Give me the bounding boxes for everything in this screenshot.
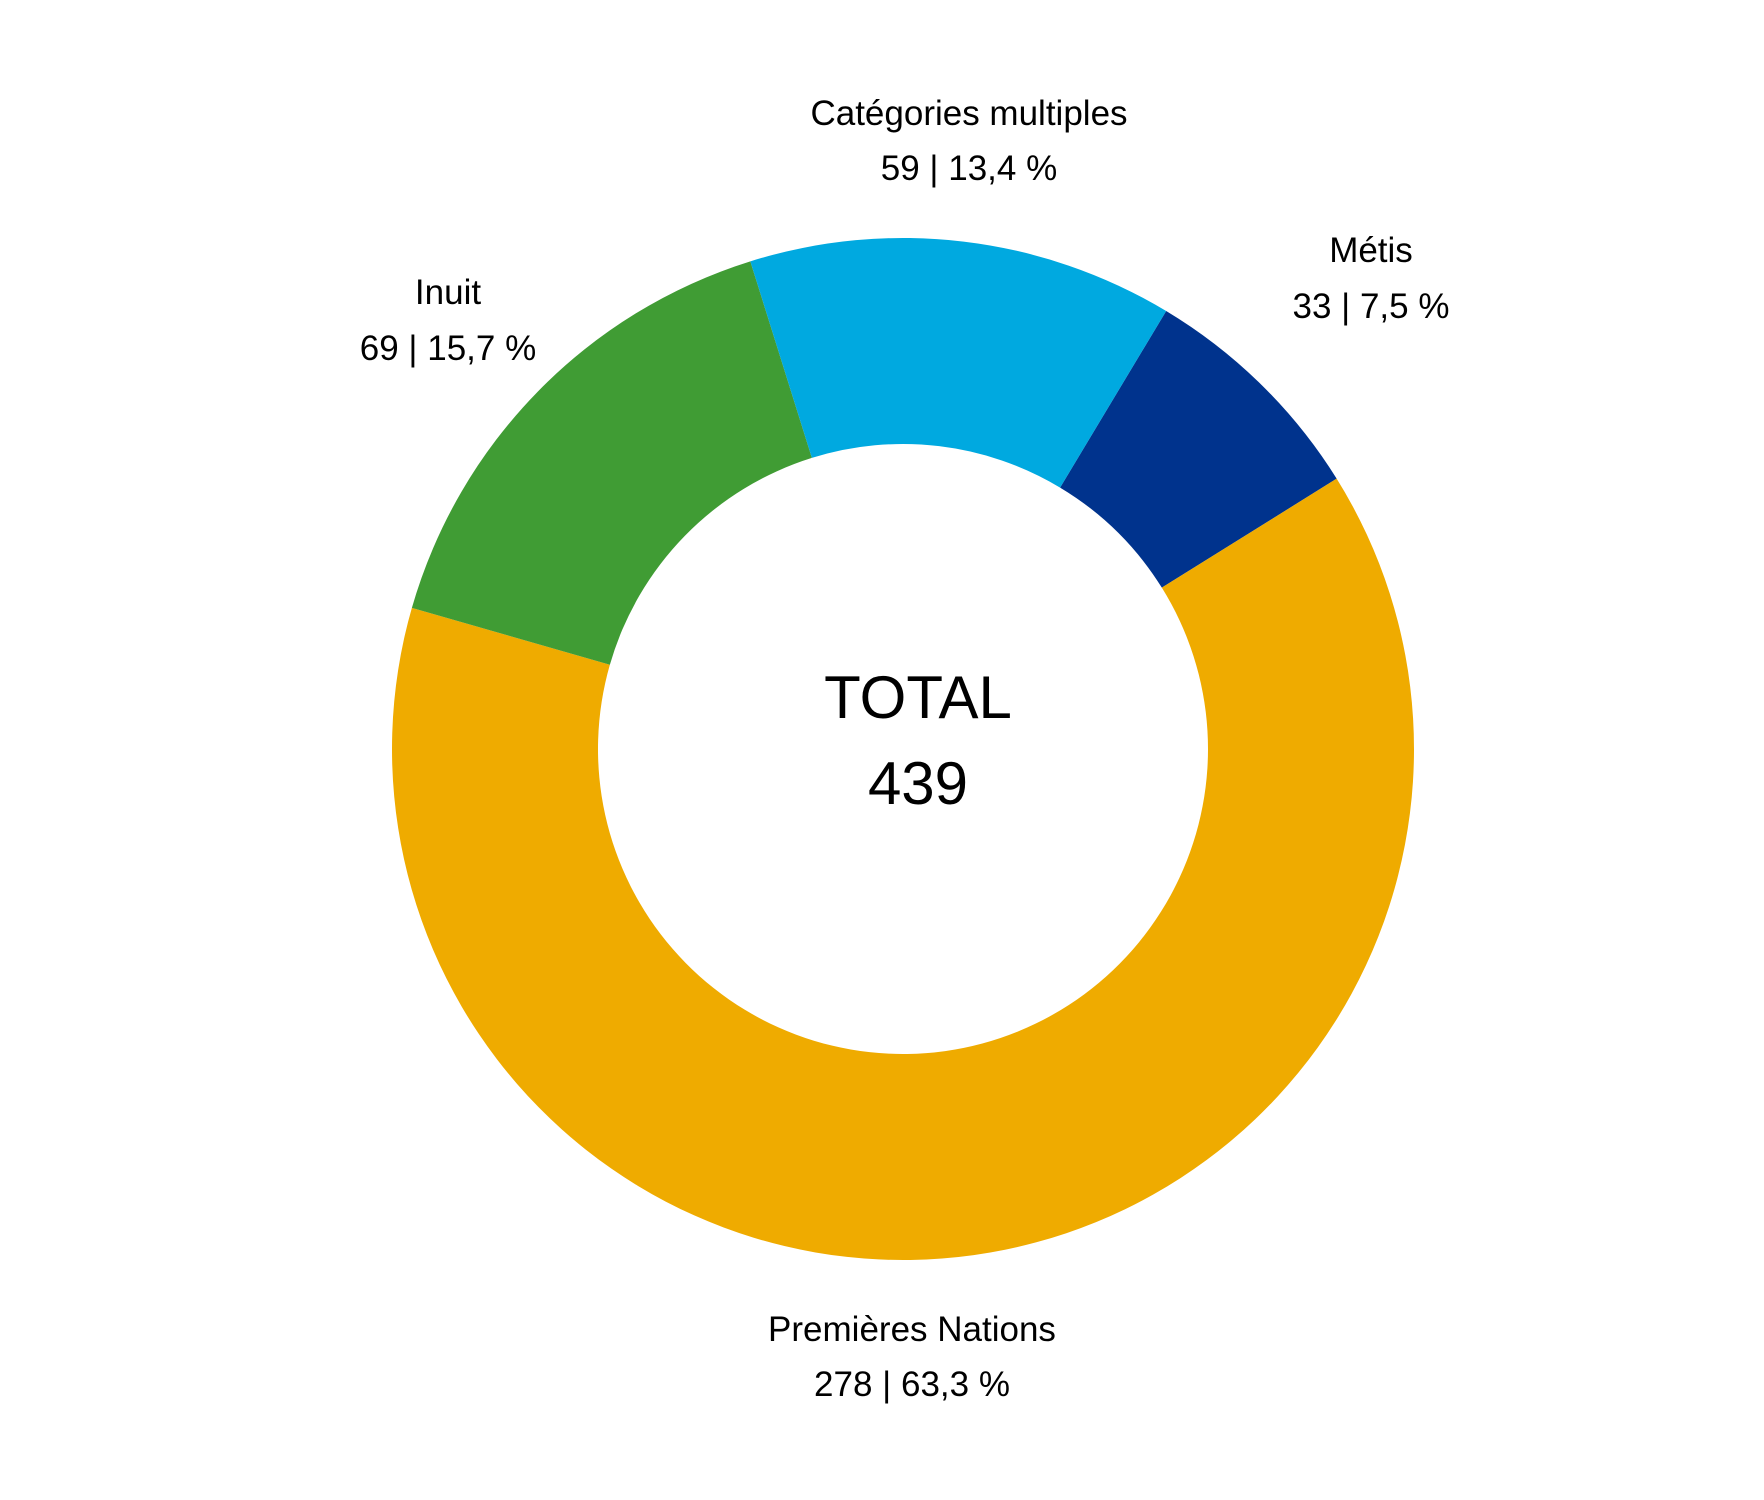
label-metis-name: Métis (1329, 231, 1413, 270)
slice-premieres-nations (391, 478, 1414, 1261)
slice-inuit (411, 261, 812, 665)
label-categories-multiples-value: 59 | 13,4 % (881, 149, 1057, 188)
slices (391, 238, 1414, 1261)
label-premieres-nations-value: 278 | 63,3 % (814, 1365, 1010, 1404)
label-premieres-nations-name: Premières Nations (768, 1310, 1056, 1349)
label-metis-value: 33 | 7,5 % (1293, 287, 1450, 326)
center-total: 439 (868, 750, 968, 817)
center-title: TOTAL (824, 664, 1012, 731)
slice-metis (1060, 310, 1337, 588)
label-inuit-name: Inuit (415, 273, 481, 312)
label-categories-multiples-name: Catégories multiples (810, 94, 1127, 133)
label-inuit-value: 69 | 15,7 % (360, 329, 536, 368)
slice-categories-multiples (750, 238, 1167, 488)
